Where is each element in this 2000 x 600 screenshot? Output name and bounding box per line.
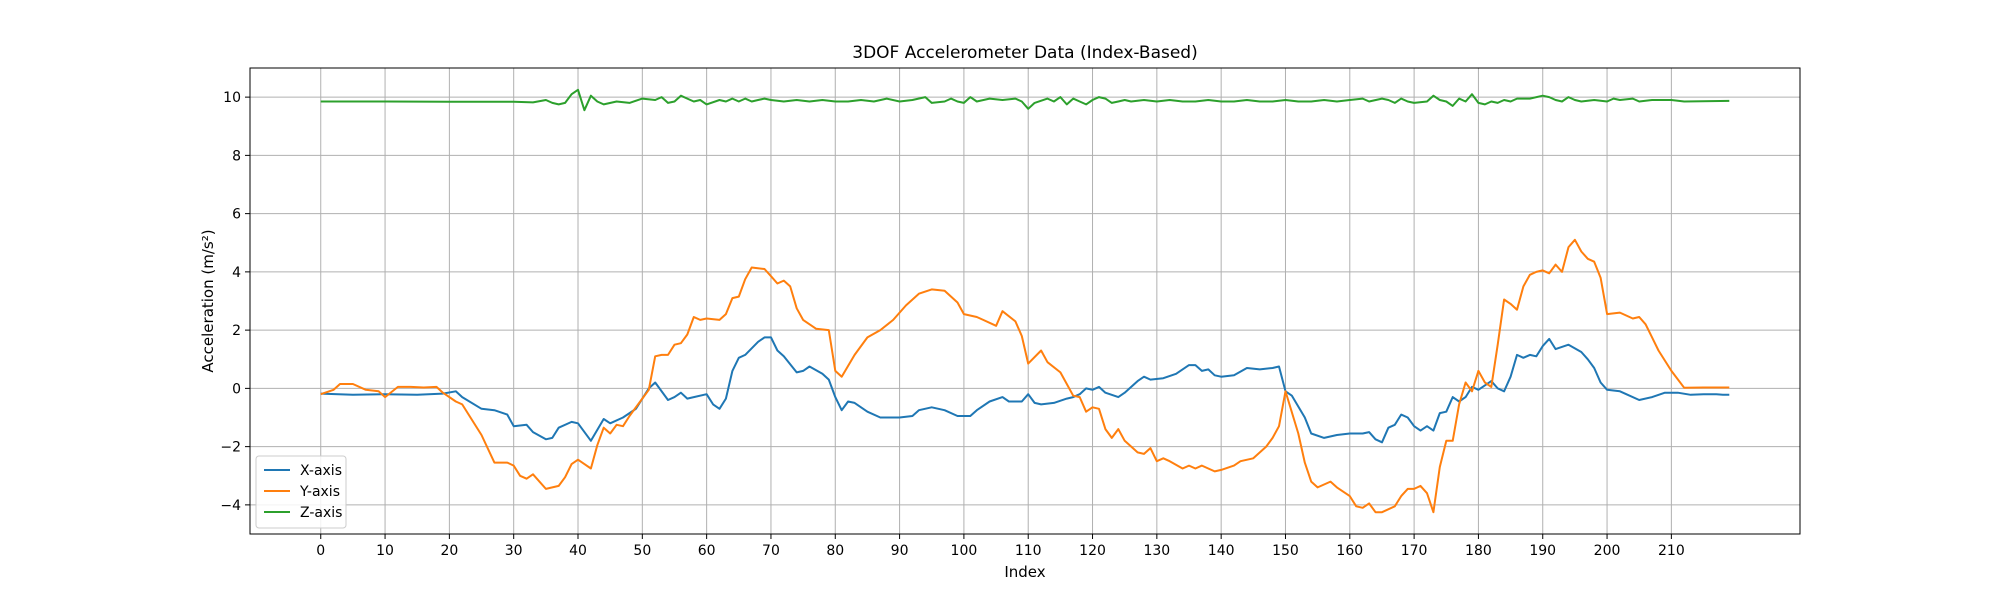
series-layer: [320, 88, 1730, 514]
chart-title: 3DOF Accelerometer Data (Index-Based): [852, 43, 1197, 63]
x-tick-label: 100: [951, 543, 978, 559]
legend-box: [255, 455, 347, 529]
x-tick-label: 170: [1401, 543, 1428, 559]
x-tick-label: 50: [633, 543, 651, 559]
series-line-x-axis: [320, 336, 1730, 444]
x-tick-label: 10: [376, 543, 394, 559]
y-tick-label: 10: [223, 90, 241, 106]
x-tick-label: 0: [316, 543, 325, 559]
x-tick-label: 60: [698, 543, 716, 559]
legend-label-y-axis: Y-axis: [299, 484, 340, 500]
x-tick-label: 130: [1143, 543, 1170, 559]
x-axis-label: Index: [1004, 563, 1045, 581]
x-tick-label: 200: [1594, 543, 1621, 559]
series-line-z-axis: [320, 88, 1730, 112]
x-tick-label: 20: [440, 543, 458, 559]
x-tick-label: 30: [505, 543, 523, 559]
axes-frame: [249, 67, 1801, 535]
x-tick-label: 140: [1208, 543, 1235, 559]
x-tick-label: 160: [1336, 543, 1363, 559]
x-axis-ticks: 0 10 20 30 40 50 60 70 80 90 100 110 120 130 140 150 160…: [316, 534, 1685, 559]
y-tick-label: 2: [232, 323, 241, 339]
legend: X-axis Y-axis Z-axis: [255, 455, 347, 529]
x-tick-label: 110: [1015, 543, 1042, 559]
y-tick-label: −2: [220, 440, 241, 456]
y-tick-label: 4: [232, 265, 241, 281]
x-tick-label: 120: [1079, 543, 1106, 559]
y-tick-label: 6: [232, 207, 241, 223]
x-tick-label: 40: [569, 543, 587, 559]
x-tick-label: 90: [891, 543, 909, 559]
x-tick-label: 80: [826, 543, 844, 559]
x-tick-label: 70: [762, 543, 780, 559]
y-axis-ticks: −4 −2 0 2 4 6 8 10: [220, 90, 250, 514]
y-tick-label: 0: [232, 381, 241, 397]
y-tick-label: −4: [220, 498, 241, 514]
legend-label-z-axis: Z-axis: [300, 505, 342, 521]
legend-label-x-axis: X-axis: [300, 463, 342, 479]
grid: [250, 68, 1800, 534]
x-tick-label: 190: [1529, 543, 1556, 559]
y-tick-label: 8: [232, 148, 241, 164]
series-line-y-axis: [320, 238, 1730, 514]
x-tick-label: 210: [1658, 543, 1685, 559]
y-axis-label: Acceleration (m/s²): [199, 229, 217, 372]
x-tick-label: 180: [1465, 543, 1492, 559]
x-tick-label: 150: [1272, 543, 1299, 559]
